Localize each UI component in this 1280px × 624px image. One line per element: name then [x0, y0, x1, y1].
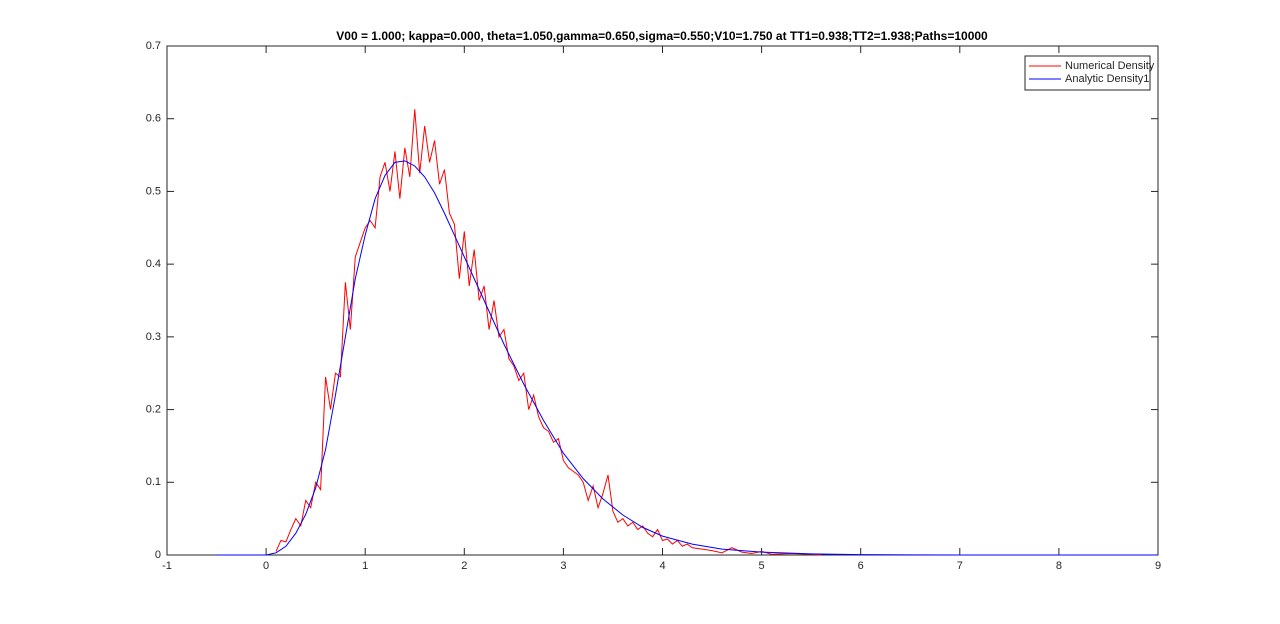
- x-tick-label: 3: [560, 560, 566, 572]
- x-tick-label: 5: [759, 560, 765, 572]
- legend-label: Analytic Density1: [1065, 73, 1149, 85]
- y-tick-label: 0.1: [146, 476, 161, 488]
- x-tick-label: -1: [162, 560, 172, 572]
- y-tick-label: 0.3: [146, 331, 161, 343]
- x-tick-label: 2: [461, 560, 467, 572]
- x-tick-label: 6: [858, 560, 864, 572]
- data-line: [275, 109, 822, 556]
- y-tick-label: 0.4: [146, 258, 161, 270]
- legend-label: Numerical Density: [1065, 60, 1155, 72]
- x-tick-label: 4: [659, 560, 665, 572]
- legend-box: [1024, 55, 1151, 91]
- x-tick-label: 9: [1155, 560, 1161, 572]
- y-tick-label: 0: [155, 549, 161, 561]
- plot-area: [166, 45, 1159, 556]
- x-tick-label: 7: [957, 560, 963, 572]
- x-tick-label: 8: [1056, 560, 1062, 572]
- chart-title: V00 = 1.000; kappa=0.000, theta=1.050,ga…: [336, 29, 988, 43]
- y-tick-label: 0.2: [146, 403, 161, 415]
- y-tick-label: 0.5: [146, 185, 161, 197]
- y-tick-label: 0.6: [146, 113, 161, 125]
- y-tick-label: 0.7: [146, 40, 161, 52]
- x-tick-label: 1: [362, 560, 368, 572]
- x-tick-label: 0: [263, 560, 269, 572]
- data-line: [216, 160, 1158, 556]
